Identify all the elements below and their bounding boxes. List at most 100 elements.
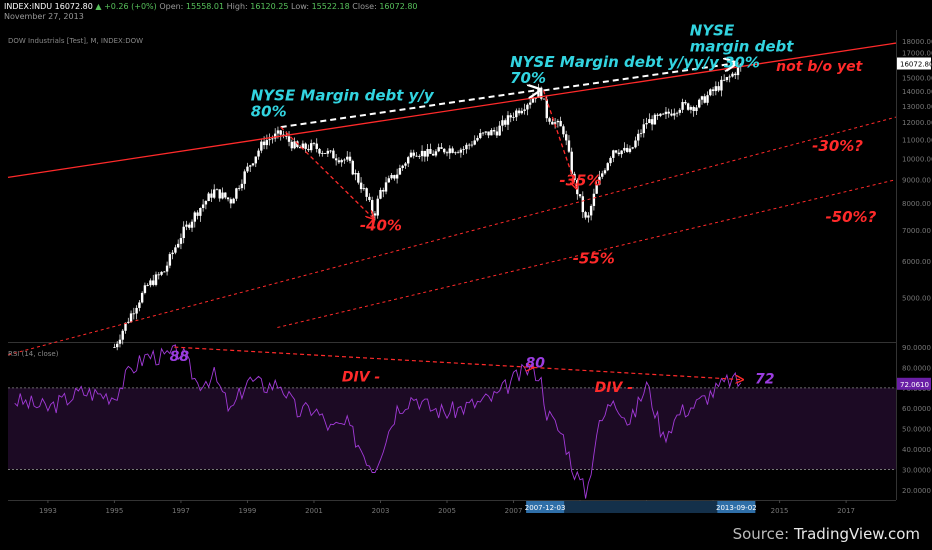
candle-body: [479, 133, 482, 138]
candle-body: [601, 173, 604, 177]
main-pane-label[interactable]: DOW Industrials [Test], M, INDEX:DOW: [8, 37, 144, 45]
header-date: November 27, 2013: [4, 12, 84, 21]
candle-body: [232, 198, 235, 204]
date-marker-label: 2007-12-03: [525, 504, 566, 512]
candle-body: [609, 157, 612, 164]
candle-body: [237, 188, 241, 189]
candle-body: [698, 99, 701, 108]
candle-body: [670, 113, 673, 116]
price-tick-label: 18000.00: [902, 38, 932, 46]
candle-body: [276, 130, 280, 134]
candle-body: [528, 102, 532, 105]
rsi-peak-label: 80: [525, 355, 545, 371]
candle-body: [362, 188, 366, 190]
candle-body: [407, 157, 410, 164]
candle-body: [165, 265, 169, 272]
candle-body: [456, 152, 460, 154]
price-tick-label: 5000.00: [902, 294, 931, 302]
candle-body: [467, 144, 471, 146]
candle-body: [515, 110, 518, 118]
candle-body: [492, 130, 496, 132]
candle-body: [667, 111, 670, 114]
time-range-highlight: [527, 501, 753, 513]
candle-body: [304, 143, 307, 149]
candle-body: [174, 247, 177, 253]
candle-body: [473, 140, 476, 145]
candle-body: [637, 133, 640, 141]
candle-body: [138, 302, 141, 308]
candle-body: [487, 131, 490, 136]
price-tick-label: 17000.00: [902, 49, 932, 57]
candle-body: [365, 188, 368, 197]
candle-body: [293, 141, 296, 149]
margin-debt-label-line: 80%: [251, 103, 287, 121]
candle-body: [659, 113, 662, 116]
candle-body: [612, 150, 615, 158]
drawdown-label: -35%: [559, 172, 601, 190]
candle-body: [337, 160, 341, 163]
candle-body: [290, 141, 294, 149]
candle-body: [357, 172, 360, 183]
candle-body: [418, 156, 421, 157]
candle-body: [307, 148, 310, 151]
candle-body: [420, 150, 424, 157]
candle-body: [703, 96, 706, 103]
rsi-peak-label: 88: [170, 349, 190, 365]
candle-body: [257, 150, 260, 157]
candle-body: [656, 114, 659, 116]
grid: [8, 30, 897, 501]
source-credit: Source: TradingView.com: [733, 525, 920, 543]
candle-body: [346, 156, 349, 160]
candle-body: [434, 151, 438, 156]
high-label: High:: [226, 2, 248, 11]
candle-body: [739, 63, 742, 67]
candle-body: [340, 160, 343, 163]
candle-body: [243, 171, 246, 184]
candle-body: [121, 330, 124, 340]
candle-body: [387, 178, 391, 183]
symbol-header: INDEX:INDU 16072.80 ▲ +0.26 (+0%) Open: …: [4, 2, 418, 12]
candle-body: [484, 131, 488, 133]
candle-body: [226, 197, 230, 200]
margin-debt-label-line: NYSE Margin debt y/y: [510, 53, 694, 71]
candle-body: [190, 221, 194, 228]
source-name[interactable]: TradingView.com: [793, 525, 920, 543]
candle-body: [684, 102, 687, 104]
candle-body: [343, 159, 346, 161]
candle-body: [631, 147, 634, 149]
candle-body: [639, 133, 643, 134]
rsi-peak-label: 72: [755, 372, 774, 388]
annotations: NYSE Margin debt y/y 80%NYSE Margin debt …: [170, 21, 877, 395]
candle-body: [221, 192, 224, 199]
divergence-label: DIV -: [595, 380, 634, 396]
candle-body: [171, 252, 174, 255]
candle-body: [426, 149, 429, 157]
candle-body: [149, 280, 152, 286]
candle-body: [395, 174, 399, 179]
candle-body: [462, 149, 465, 150]
candle-body: [348, 156, 352, 161]
rsi-pane-label[interactable]: RSI (14, close): [8, 350, 59, 358]
candle-body: [196, 212, 199, 216]
candle-body: [706, 95, 709, 103]
candle-body: [695, 107, 698, 112]
time-tick-label: 1997: [172, 507, 190, 515]
candle-body: [287, 136, 291, 142]
candle-body: [409, 152, 413, 158]
candle-body: [254, 156, 257, 164]
candle-body: [595, 184, 598, 194]
candle-body: [650, 119, 654, 125]
candle-body: [614, 150, 618, 153]
divergence-label: DIV -: [342, 370, 381, 386]
date-marker-label: 2013-09-02: [716, 504, 757, 512]
low-label: Low:: [291, 2, 310, 11]
candle-body: [620, 150, 623, 155]
candle-body: [415, 155, 418, 157]
candle-body: [720, 79, 723, 91]
candle-body: [526, 104, 529, 110]
candle-body: [728, 76, 731, 78]
symbol-name[interactable]: INDEX:INDU: [4, 2, 53, 11]
price-candles: [113, 61, 742, 351]
candle-body: [553, 122, 557, 125]
